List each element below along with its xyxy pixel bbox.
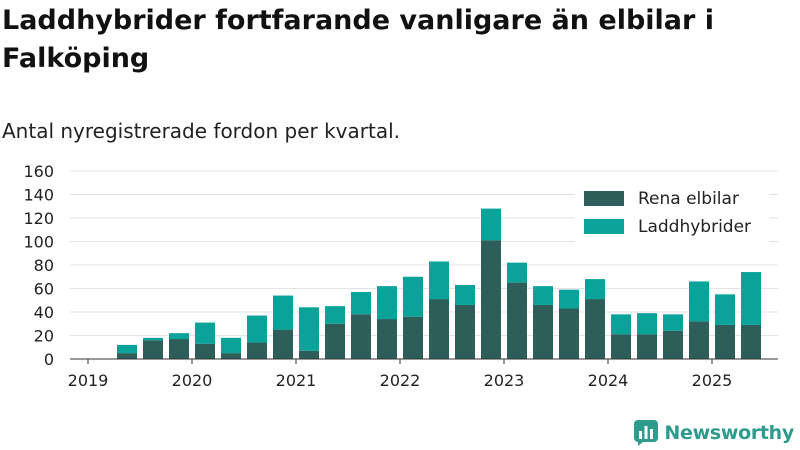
bar-segment	[455, 304, 475, 359]
x-tick-label: 2022	[380, 371, 421, 390]
bar-segment	[637, 334, 657, 359]
bar-segment	[689, 321, 709, 359]
bar-segment	[117, 353, 137, 359]
bar-segment	[143, 340, 163, 359]
bar-segment	[429, 299, 449, 359]
bar-segment	[637, 313, 657, 335]
bar-segment	[299, 350, 319, 359]
y-tick-label: 160	[23, 162, 54, 181]
bar-segment	[273, 295, 293, 330]
bar-segment	[403, 276, 423, 317]
x-axis: 2019 2020 2021 2022 2023 2024 2025	[68, 358, 778, 390]
bar-segment	[481, 240, 501, 359]
legend-swatch	[584, 191, 624, 206]
brand-name: Newsworthy	[664, 422, 794, 444]
bar-segment	[455, 284, 475, 305]
bar-segment	[481, 208, 501, 241]
bar-segment	[221, 353, 241, 359]
bar-segment	[169, 339, 189, 359]
legend-label: Laddhybrider	[638, 217, 751, 237]
bar-segment	[533, 286, 553, 305]
bar-segment	[715, 294, 735, 325]
y-tick-label: 40	[34, 303, 54, 322]
y-axis: 0 20 40 60 80 100 120 140 160	[23, 162, 54, 369]
bar-segment	[117, 344, 137, 354]
bar-segment	[273, 329, 293, 359]
bar-segment	[715, 324, 735, 359]
y-tick-label: 100	[23, 233, 54, 252]
bar-segment	[559, 289, 579, 309]
chart-title: Laddhybrider fortfarande vanligare än el…	[2, 5, 714, 74]
bar-segment	[559, 308, 579, 359]
legend-swatch	[584, 219, 624, 234]
bar-segment	[507, 282, 527, 359]
y-tick-label: 140	[23, 186, 54, 205]
bar-segment	[611, 334, 631, 359]
y-tick-label: 60	[34, 280, 54, 299]
bar-segment	[247, 315, 267, 343]
bar-segment	[325, 323, 345, 359]
bar-segment	[351, 292, 371, 315]
bar-segment	[351, 314, 371, 359]
bar-segment	[663, 314, 683, 331]
y-tick-label: 80	[34, 256, 54, 275]
bar-segment	[195, 322, 215, 344]
bar-segment	[247, 342, 267, 359]
y-tick-label: 0	[44, 350, 54, 369]
x-tick-label: 2019	[68, 371, 109, 390]
x-tick-label: 2020	[172, 371, 213, 390]
chart-subtitle: Antal nyregistrerade fordon per kvartal.	[2, 119, 401, 143]
bar-segment	[299, 307, 319, 351]
newsworthy-logo: Newsworthy	[634, 420, 794, 446]
bar-chart-logo-icon	[634, 420, 659, 446]
bar-segment	[585, 299, 605, 359]
x-tick-label: 2025	[692, 371, 733, 390]
y-tick-label: 20	[34, 327, 54, 346]
bar-segment	[663, 330, 683, 359]
bar-segment	[611, 314, 631, 335]
bars	[117, 208, 761, 359]
legend-label: Rena elbilar	[638, 189, 739, 209]
bar-segment	[507, 262, 527, 283]
x-tick-label: 2021	[276, 371, 317, 390]
bar-segment	[689, 281, 709, 322]
bar-segment	[741, 324, 761, 359]
x-tick-label: 2023	[484, 371, 525, 390]
bar-segment	[741, 272, 761, 325]
x-tick-label: 2024	[588, 371, 629, 390]
bar-segment	[195, 343, 215, 359]
bar-segment	[377, 286, 397, 320]
bar-segment	[377, 319, 397, 359]
bar-segment	[169, 333, 189, 340]
bar-segment	[533, 304, 553, 359]
bar-segment	[585, 279, 605, 300]
bar-segment	[221, 337, 241, 354]
y-tick-label: 120	[23, 209, 54, 228]
bar-segment	[325, 306, 345, 324]
bar-segment	[143, 337, 163, 341]
bar-segment	[403, 316, 423, 359]
bar-segment	[429, 261, 449, 300]
legend: Rena elbilar Laddhybrider	[574, 186, 770, 242]
